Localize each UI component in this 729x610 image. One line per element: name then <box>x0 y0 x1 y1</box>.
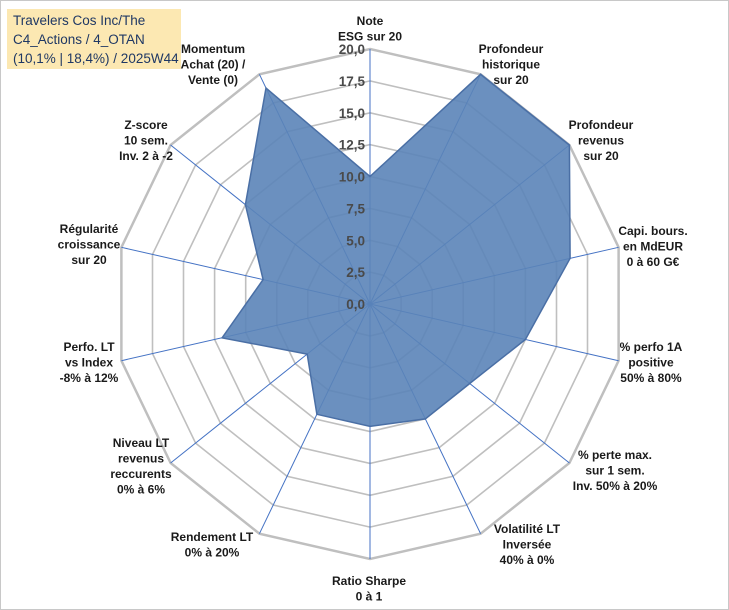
axis-label-7: Volatilité LT Inversée 40% à 0% <box>494 522 561 567</box>
axis-label-line: Z-score <box>124 118 168 132</box>
axis-label-line: sur 20 <box>583 149 619 163</box>
axis-label-line: 0 à 60 G€ <box>627 255 680 269</box>
axis-label-line: 0% à 20% <box>185 546 240 560</box>
axis-label-line: reccurents <box>110 467 172 481</box>
axis-label-line: sur 20 <box>71 253 107 267</box>
chart-title-line3: (10,1% | 18,4%) / 2025W44 <box>13 51 179 66</box>
axis-label-13: Z-score 10 sem. Inv. 2 à -2 <box>119 118 173 163</box>
axis-label-line: Inv. 50% à 20% <box>573 479 658 493</box>
axis-label-line: positive <box>628 356 674 370</box>
axis-label-line: Inv. 2 à -2 <box>119 149 173 163</box>
tick-label-3: 7,5 <box>346 201 365 216</box>
axis-label-1: Note ESG sur 20 <box>338 14 402 44</box>
axis-label-line: historique <box>482 58 540 72</box>
axis-label-line: 0% à 6% <box>117 483 165 497</box>
chart-title-box: Travelers Cos Inc/The C4_Actions / 4_OTA… <box>7 9 181 69</box>
axis-label-line: croissance <box>58 238 121 252</box>
axis-label-line: Profondeur <box>479 42 544 56</box>
axis-label-6: % perte max. sur 1 sem. Inv. 50% à 20% <box>573 448 658 493</box>
tick-label-4: 10,0 <box>339 170 365 185</box>
tick-label-0: 0,0 <box>346 297 365 312</box>
axis-label-8: Ratio Sharpe 0 à 1 <box>332 574 406 604</box>
axis-label-line: Achat (20) / <box>181 58 246 72</box>
axis-label-line: -8% à 12% <box>60 371 119 385</box>
axis-label-2: Profondeur historique sur 20 <box>479 42 544 87</box>
axis-label-line: 40% à 0% <box>500 553 555 567</box>
axis-label-line: Ratio Sharpe <box>332 574 406 588</box>
axis-label-11: Perfo. LT vs Index -8% à 12% <box>60 340 119 385</box>
axis-label-line: revenus <box>118 452 164 466</box>
axis-label-line: Momentum <box>181 42 245 56</box>
axis-label-line: 50% à 80% <box>620 371 682 385</box>
axis-label-line: 10 sem. <box>124 134 168 148</box>
axis-label-line: 0 à 1 <box>356 590 383 604</box>
tick-label-2: 5,0 <box>346 233 365 248</box>
axis-label-5: % perfo 1A positive 50% à 80% <box>620 340 683 385</box>
axis-label-line: revenus <box>578 134 624 148</box>
axis-label-line: % perte max. <box>578 448 652 462</box>
tick-label-1: 2,5 <box>346 265 365 280</box>
axis-label-4: Capi. bours. en MdEUR 0 à 60 G€ <box>618 224 687 269</box>
axis-label-line: vs Index <box>65 356 113 370</box>
chart-title-line2: C4_Actions / 4_OTAN <box>13 32 145 47</box>
axis-label-line: Niveau LT <box>113 436 170 450</box>
axis-label-line: Rendement LT <box>171 530 254 544</box>
tick-label-5: 12,5 <box>339 138 366 153</box>
tick-label-7: 17,5 <box>339 74 366 89</box>
axis-label-line: Vente (0) <box>188 73 238 87</box>
axis-label-3: Profondeur revenus sur 20 <box>569 118 634 163</box>
axis-label-line: sur 20 <box>493 73 529 87</box>
axis-label-line: Perfo. LT <box>63 340 115 354</box>
axis-label-line: Volatilité LT <box>494 522 561 536</box>
axis-label-line: en MdEUR <box>623 240 683 254</box>
axis-label-line: Régularité <box>60 222 119 236</box>
axis-label-line: Profondeur <box>569 118 634 132</box>
axis-label-line: % perfo 1A <box>620 340 683 354</box>
axis-label-line: Note <box>357 14 384 28</box>
tick-label-8: 20,0 <box>339 42 365 57</box>
axis-label-12: Régularité croissance sur 20 <box>58 222 121 267</box>
axis-label-10: Niveau LT revenus reccurents 0% à 6% <box>110 436 172 497</box>
data-series-area <box>220 73 571 428</box>
tick-label-6: 15,0 <box>339 106 365 121</box>
axis-label-9: Rendement LT 0% à 20% <box>171 530 254 560</box>
axis-label-line: Capi. bours. <box>618 224 687 238</box>
axis-label-line: ESG sur 20 <box>338 30 402 44</box>
chart-title-line1: Travelers Cos Inc/The <box>13 13 146 28</box>
axis-label-line: Inversée <box>503 538 552 552</box>
axis-label-line: sur 1 sem. <box>585 464 644 478</box>
axis-label-14: Momentum Achat (20) / Vente (0) <box>181 42 246 87</box>
